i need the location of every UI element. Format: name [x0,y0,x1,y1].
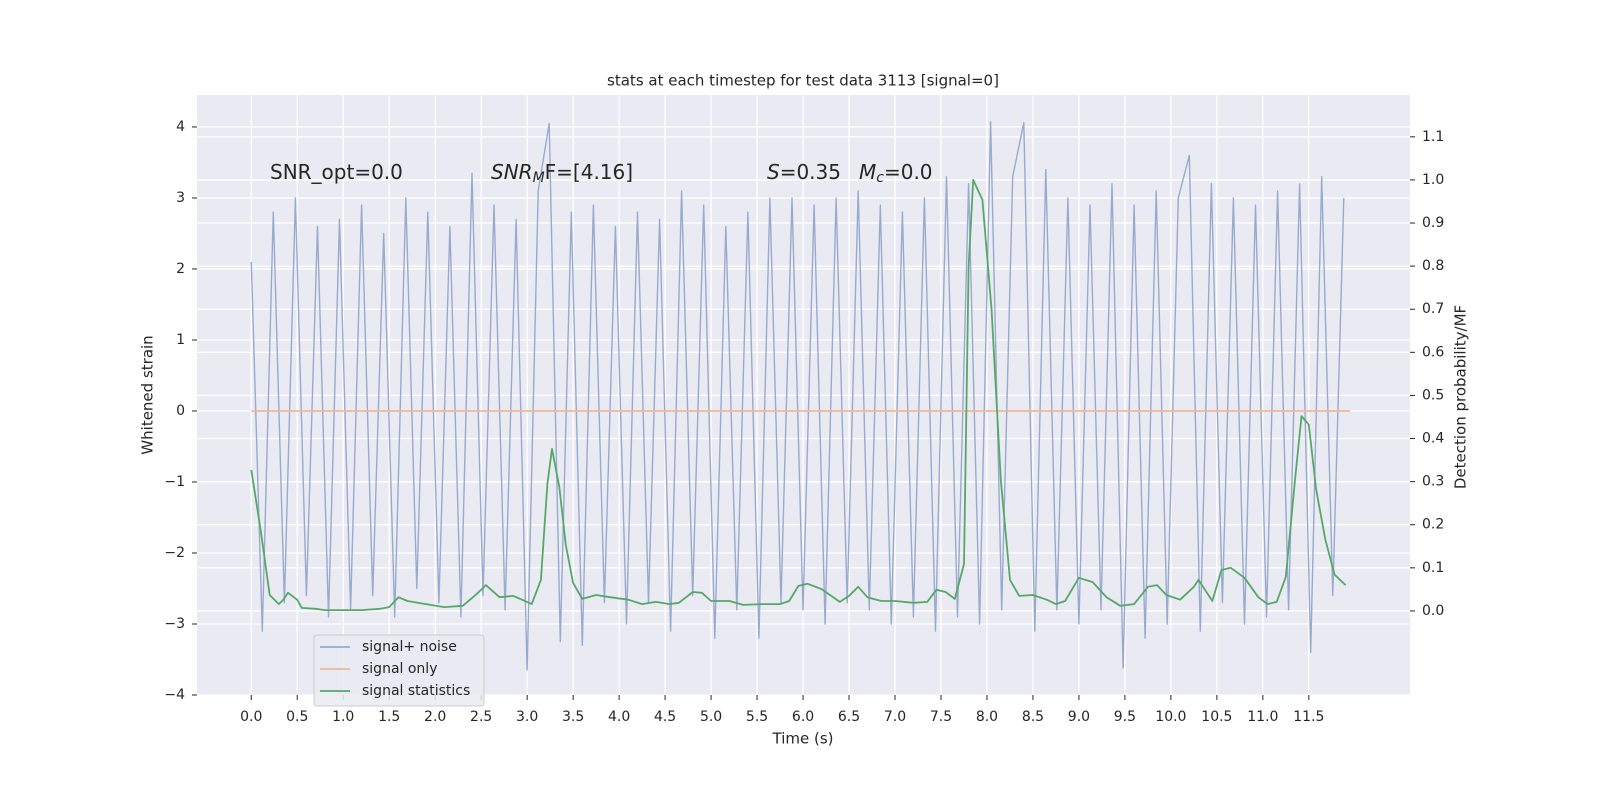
x-tick-label: 2.0 [424,709,446,725]
y-tick-label: 4 [176,119,185,135]
y-tick-label: −3 [164,616,185,632]
annotation-part: SNR_opt=0.0 [270,160,403,184]
y2-tick-label: 0.8 [1422,258,1444,274]
x-tick-label: 0.5 [286,709,308,725]
x-tick-label: 7.5 [930,709,952,725]
x-tick-label: 9.5 [1114,709,1136,725]
annotation-part: S [767,160,780,184]
x-tick-label: 11.5 [1293,709,1324,725]
x-tick-label: 0.0 [240,709,262,725]
series-line [250,179,1347,611]
y2-tick-label: 0.9 [1422,215,1444,231]
x-tick-label: 9.0 [1068,709,1090,725]
x-tick-label: 7.0 [884,709,906,725]
y-tick-label: 2 [176,261,185,277]
y2-tick-label: 0.1 [1422,560,1444,576]
y2-tick-label: 0.5 [1422,387,1444,403]
x-tick-label: 1.0 [332,709,354,725]
annotation-part: =0.0 [884,160,933,184]
annotation-part: M [533,170,545,186]
x-tick-label: 4.5 [654,709,676,725]
x-tick-label: 1.5 [378,709,400,725]
legend-label: signal only [362,661,437,677]
y-tick-label: −2 [164,545,185,561]
x-tick-label: 3.5 [562,709,584,725]
y-tick-label: 1 [176,332,185,348]
y-tick-label: 3 [176,190,185,206]
x-tick-label: 8.0 [976,709,998,725]
y2-tick-label: 0.3 [1422,474,1444,490]
x-tick-label: 10.0 [1155,709,1186,725]
x-tick-label: 4.0 [608,709,630,725]
y2-tick-label: 0.7 [1422,301,1444,317]
x-axis-label: Time (s) [772,730,834,748]
x-tick-label: 2.5 [470,709,492,725]
annotation: Mc=0.0 [859,160,933,187]
annotation-part: F=[4.16] [545,160,633,184]
x-tick-label: 5.0 [700,709,722,725]
y-axis-label: Whitened strain [139,335,157,454]
y2-tick-label: 0.0 [1422,603,1444,619]
annotation-part: =0.35 [780,160,841,184]
legend-label: signal statistics [362,683,470,699]
chart-title: stats at each timestep for test data 311… [607,72,999,90]
annotation-part: c [876,170,884,186]
x-tick-label: 6.0 [792,709,814,725]
annotation-part: M [859,160,876,184]
y2-tick-label: 1.0 [1422,172,1444,188]
y-tick-label: −4 [164,687,185,703]
annotation-part: SNR [491,160,533,184]
legend: signal+ noise signal only signal statistic… [313,634,485,707]
y2-axis-label: Detection probability/MF [1452,305,1470,489]
y2-tick-label: 0.2 [1422,517,1444,533]
x-tick-label: 11.0 [1247,709,1278,725]
annotation: SNR_opt=0.0 [270,160,403,184]
y2-tick-label: 0.6 [1422,344,1444,360]
y-tick-label: −1 [164,474,185,490]
annotation: S=0.35 [767,160,841,184]
series-line [250,121,1345,671]
y-tick-label: 0 [176,403,185,419]
y2-tick-label: 0.4 [1422,431,1444,447]
x-tick-label: 6.5 [838,709,860,725]
annotation: SNRMF=[4.16] [491,160,633,187]
legend-box [313,634,485,707]
x-tick-label: 10.5 [1201,709,1232,725]
x-tick-label: 5.5 [746,709,768,725]
x-tick-label: 8.5 [1022,709,1044,725]
legend-label: signal+ noise [362,639,457,655]
x-tick-label: 3.0 [516,709,538,725]
y2-tick-label: 1.1 [1422,129,1444,145]
